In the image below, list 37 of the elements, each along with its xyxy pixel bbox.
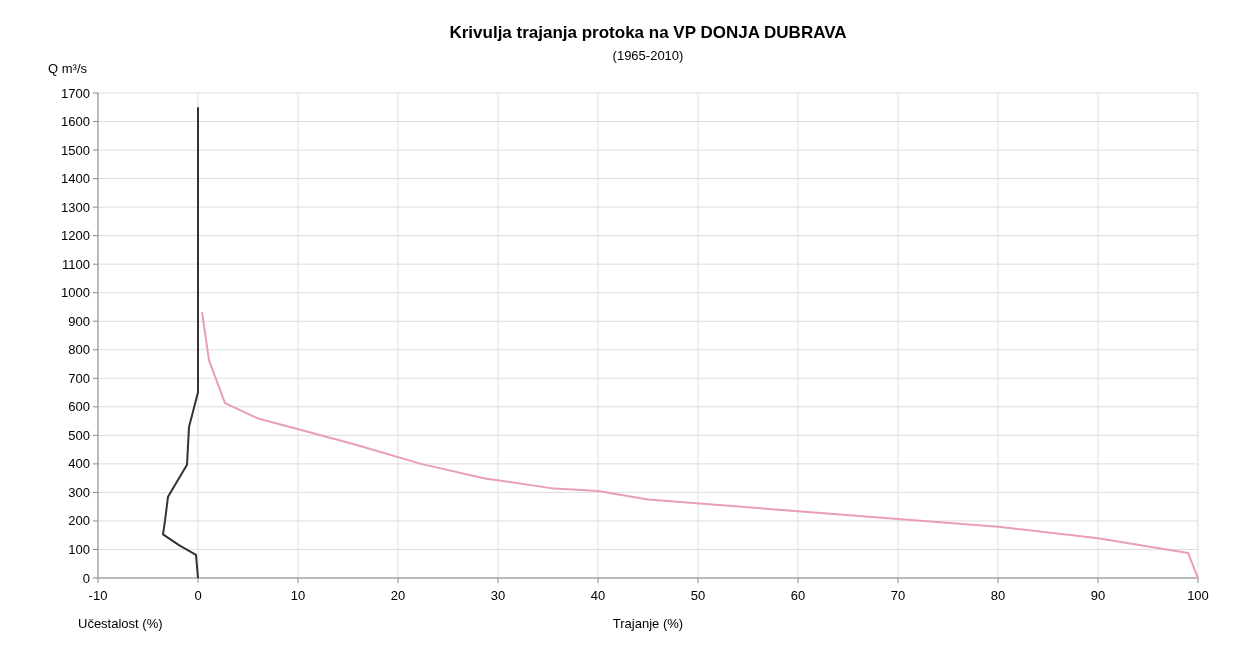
- chart-subtitle: (1965-2010): [612, 48, 684, 63]
- x-tick-label: 100: [1187, 588, 1209, 603]
- y-tick-label: 1000: [61, 285, 90, 301]
- x-tick-label: 50: [690, 588, 706, 603]
- x-tick-label: 70: [890, 588, 906, 603]
- y-tick-label: 1700: [61, 85, 90, 101]
- y-tick-label: 1600: [61, 114, 90, 130]
- x-tick-label: 40: [590, 588, 606, 603]
- x-tick-label: 0: [194, 588, 202, 603]
- y-tick-label: 200: [68, 513, 90, 529]
- x-tick-label: 80: [990, 588, 1006, 603]
- y-tick-label: 100: [68, 542, 90, 558]
- x-tick-label: 20: [390, 588, 406, 603]
- x-tick-label: -10: [88, 588, 108, 603]
- y-tick-label: 800: [68, 342, 90, 358]
- line-series: [201, 311, 1199, 579]
- x-tick-label: 90: [1090, 588, 1106, 603]
- y-tick-label: 1200: [61, 228, 90, 244]
- y-tick-label: 700: [68, 370, 90, 386]
- text: Učestalost (%): [78, 616, 163, 631]
- x-tick-label: 10: [290, 588, 306, 603]
- y-axis-title: Q m³/s: [48, 61, 88, 76]
- x-axis-title: Trajanje (%): [612, 616, 684, 631]
- x-tick-label: 60: [790, 588, 806, 603]
- y-tick-label: 900: [68, 313, 90, 329]
- y-tick-label: 0: [82, 570, 90, 586]
- y-tick-label: 1100: [62, 256, 90, 272]
- y-tick-label: 600: [68, 399, 90, 415]
- y-tick-label: 1400: [61, 171, 90, 187]
- line-series: [162, 106, 199, 579]
- x-tick-label: 30: [490, 588, 506, 603]
- y-tick-label: 400: [68, 456, 90, 472]
- y-tick-label: 500: [68, 427, 90, 443]
- chart-title: Krivulja trajanja protoka na VP DONJA DUBRAVA: [449, 23, 847, 42]
- y-tick-label: 300: [68, 484, 90, 500]
- y-tick-label: 1300: [61, 199, 90, 215]
- y-tick-label: 1500: [61, 142, 90, 158]
